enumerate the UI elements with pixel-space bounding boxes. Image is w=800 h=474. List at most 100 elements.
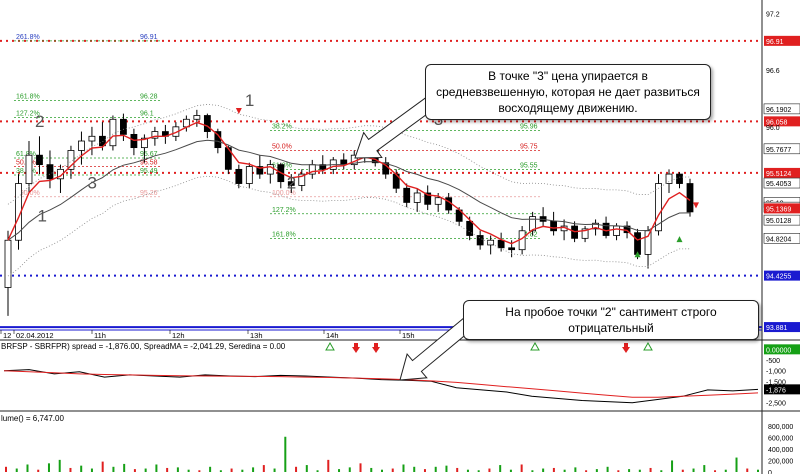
spread-panel-title: BRFSP - SBRFPR) spread = -1,876.00, Spre… <box>1 342 286 351</box>
candle-body <box>497 239 505 249</box>
volume-bar <box>563 469 566 472</box>
volume-bar <box>499 465 502 472</box>
volume-bar <box>198 470 201 472</box>
candle-body <box>140 137 148 149</box>
fib-value-label: 95.75 <box>520 143 538 150</box>
volume-bar <box>47 463 50 472</box>
spread-signal-triangle <box>643 341 653 351</box>
candle-body <box>613 225 620 236</box>
volume-bar <box>509 469 512 472</box>
volume-bar <box>252 467 255 472</box>
volume-bar <box>445 465 448 472</box>
volume-bar <box>724 469 727 472</box>
volume-bar <box>671 460 674 472</box>
fib-value-label: 96.91 <box>140 34 158 41</box>
fib-pct-label: 61.8% <box>16 151 36 158</box>
volume-bar <box>176 467 179 472</box>
volume-bar <box>166 467 169 472</box>
price-panel-bg <box>0 0 762 340</box>
volume-bar <box>187 469 190 472</box>
candle-body <box>151 131 159 139</box>
price-axis-label: 94.4255 <box>766 274 791 281</box>
volume-bar <box>101 461 104 472</box>
candle-body <box>413 192 421 203</box>
spread-last-tag <box>764 384 800 395</box>
price-axis-label: 95.4053 <box>766 181 791 188</box>
volume-bar <box>209 466 212 472</box>
price-axis-label: 95.7677 <box>766 147 791 154</box>
candle-body <box>4 239 12 288</box>
volume-bar <box>295 466 298 472</box>
wave-label: 1 <box>37 206 46 225</box>
candle-body <box>245 166 253 184</box>
annotation-callout-point-2: На пробое точки "2" сантимент строго отр… <box>463 300 759 340</box>
fib-pct-label: 161.8% <box>272 231 296 238</box>
price-axis-label: 94.8204 <box>766 236 791 243</box>
fib-pct-label: 261.8% <box>16 34 40 41</box>
candle-body <box>266 164 274 175</box>
fib-value-label: 95.96 <box>520 124 538 131</box>
date-label: 12h <box>172 331 185 340</box>
candle-body <box>235 168 243 184</box>
price-tag-box <box>763 143 800 155</box>
volume-bar <box>58 459 61 472</box>
candle-body <box>25 154 33 184</box>
candle-body <box>550 220 557 232</box>
candle-body <box>88 135 96 142</box>
volume-axis-label: 800,000 <box>768 424 793 431</box>
volume-bar <box>359 463 362 472</box>
candle-body <box>686 183 694 213</box>
volume-bar <box>413 466 416 472</box>
volume-bar <box>348 467 351 472</box>
candle-body <box>36 154 43 166</box>
candle-body <box>634 232 641 255</box>
volume-bar <box>15 468 18 472</box>
volume-bar <box>692 468 695 472</box>
price-axis-label: 96.91 <box>766 39 784 46</box>
volume-bar <box>681 469 684 472</box>
candle-body <box>203 115 211 132</box>
candle-body <box>655 183 662 232</box>
price-axis-label: 96.0 <box>766 125 780 132</box>
volume-bar <box>305 465 308 472</box>
fib-value-label: 96.28 <box>140 93 158 100</box>
candle-body <box>109 118 117 147</box>
date-label: 02.04.2012 <box>16 331 54 340</box>
price-tag-box <box>763 103 800 115</box>
spread-axis-label: -500 <box>766 358 780 365</box>
fib-value-label: 95.67 <box>140 151 158 158</box>
fib-value-label: 95.58 <box>140 160 158 167</box>
fib-pct-label: 38.2% <box>272 124 292 131</box>
volume-bar <box>542 468 545 472</box>
volume-bar <box>402 464 405 472</box>
volume-bar <box>735 457 738 472</box>
volume-bar <box>477 470 480 472</box>
candle-body <box>67 150 75 170</box>
fib-pct-label: 100.0% <box>272 190 296 197</box>
volume-bar <box>155 464 158 472</box>
fib-pct-label: 50.0% <box>272 143 292 150</box>
price-tag-box <box>764 116 800 127</box>
volume-bar <box>381 469 383 472</box>
volume-bar <box>595 469 598 472</box>
price-tag-box <box>763 214 800 226</box>
price-tag-box <box>764 35 800 46</box>
price-axis-label: 93.881 <box>766 325 788 332</box>
volume-bar <box>574 467 577 472</box>
price-tag-box <box>764 203 800 214</box>
volume-bar <box>466 469 469 472</box>
spread-series-line <box>3 370 759 398</box>
candle-body <box>529 216 537 232</box>
date-label: 11h <box>94 331 106 340</box>
price-axis-label: 97.2 <box>766 11 780 18</box>
volume-bar <box>649 467 652 472</box>
volume-bar <box>133 469 136 472</box>
fib-pct-label: 127.2% <box>16 110 40 117</box>
candle-body <box>644 230 652 255</box>
fib-pct-label: 161.8% <box>16 93 40 100</box>
signal-arrow <box>634 251 641 258</box>
volume-bar <box>714 470 717 472</box>
date-label: 12 <box>3 331 11 340</box>
candle-body <box>46 164 54 180</box>
